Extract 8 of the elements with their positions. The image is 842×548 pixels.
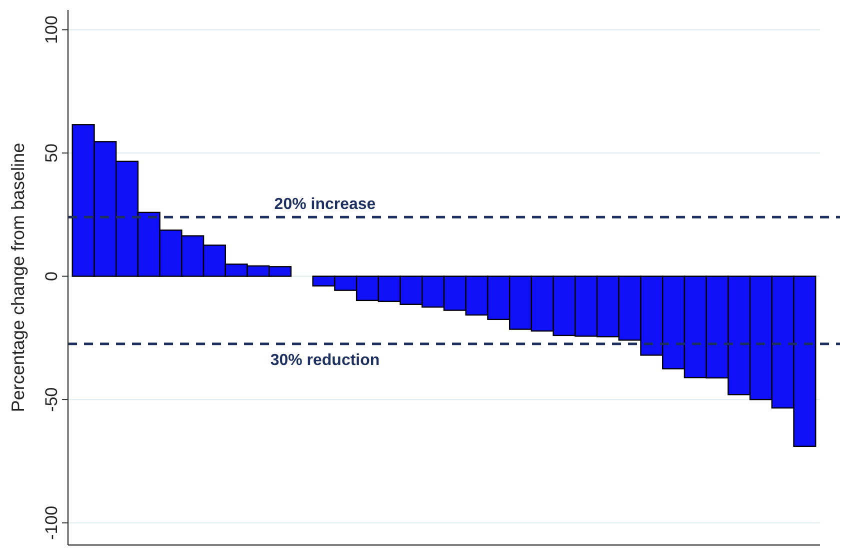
y-tick-label: 0: [42, 272, 61, 281]
ref-line-label: 30% reduction: [270, 352, 380, 369]
y-tick-label: -50: [42, 387, 61, 412]
y-tick-label: 50: [42, 144, 61, 162]
y-axis-title: Percentage change from baseline: [8, 142, 28, 412]
ref-line-label: 20% increase: [274, 196, 376, 214]
y-tick-label: -100: [42, 506, 61, 540]
y-tick-label: 100: [42, 16, 61, 44]
